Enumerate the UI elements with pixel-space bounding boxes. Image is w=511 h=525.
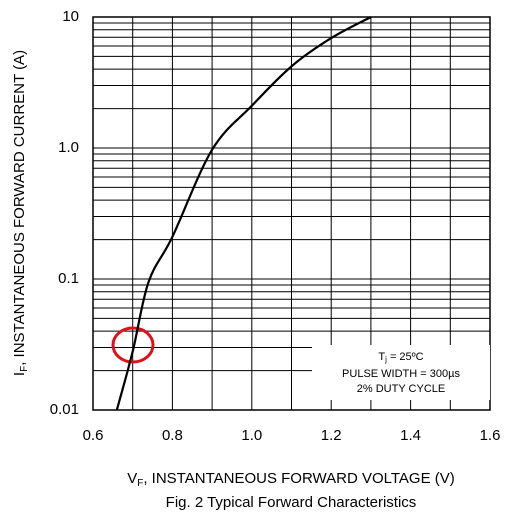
highlight-circle	[111, 326, 155, 364]
y-tick-label: 1.0	[58, 139, 79, 156]
annotation: PULSE WIDTH = 300µs	[342, 368, 460, 380]
plot-frame	[92, 16, 491, 411]
y-tick-label: 10	[62, 8, 79, 25]
y-label-symbol: I	[11, 372, 28, 376]
condition-box	[312, 345, 490, 400]
y-label-text: , INSTANTANEOUS FORWARD CURRENT (A)	[11, 50, 28, 366]
y-label-subscript: F	[19, 366, 30, 372]
annotation-symbol: T	[378, 351, 385, 363]
y-tick-label: 0.01	[50, 401, 79, 418]
x-tick-label: 0.6	[83, 427, 104, 444]
x-label-symbol: V	[127, 470, 137, 487]
grid	[92, 16, 491, 411]
x-label-text: , INSTANTANEOUS FORWARD VOLTAGE (V)	[143, 470, 454, 487]
annotation: 2% DUTY CYCLE	[357, 383, 445, 395]
x-tick-label: 1.2	[321, 427, 342, 444]
y-axis-label: IF, INSTANTANEOUS FORWARD CURRENT (A)	[11, 50, 30, 376]
x-tick-label: 1.0	[241, 427, 262, 444]
annotation-subscript: j	[384, 355, 387, 364]
x-tick-label: 0.8	[162, 427, 183, 444]
annotation: Tj = 25ºC	[378, 351, 423, 364]
x-label-subscript: F	[137, 478, 143, 489]
chart-title: Fig. 2 Typical Forward Characteristics	[166, 494, 417, 511]
x-tick-label: 1.6	[480, 427, 501, 444]
curve	[115, 16, 372, 411]
annotation-text: = 25ºC	[387, 351, 424, 363]
x-axis-label: VF, INSTANTANEOUS FORWARD VOLTAGE (V)	[127, 470, 455, 489]
y-tick-label: 0.1	[58, 270, 79, 287]
x-tick-label: 1.4	[400, 427, 421, 444]
